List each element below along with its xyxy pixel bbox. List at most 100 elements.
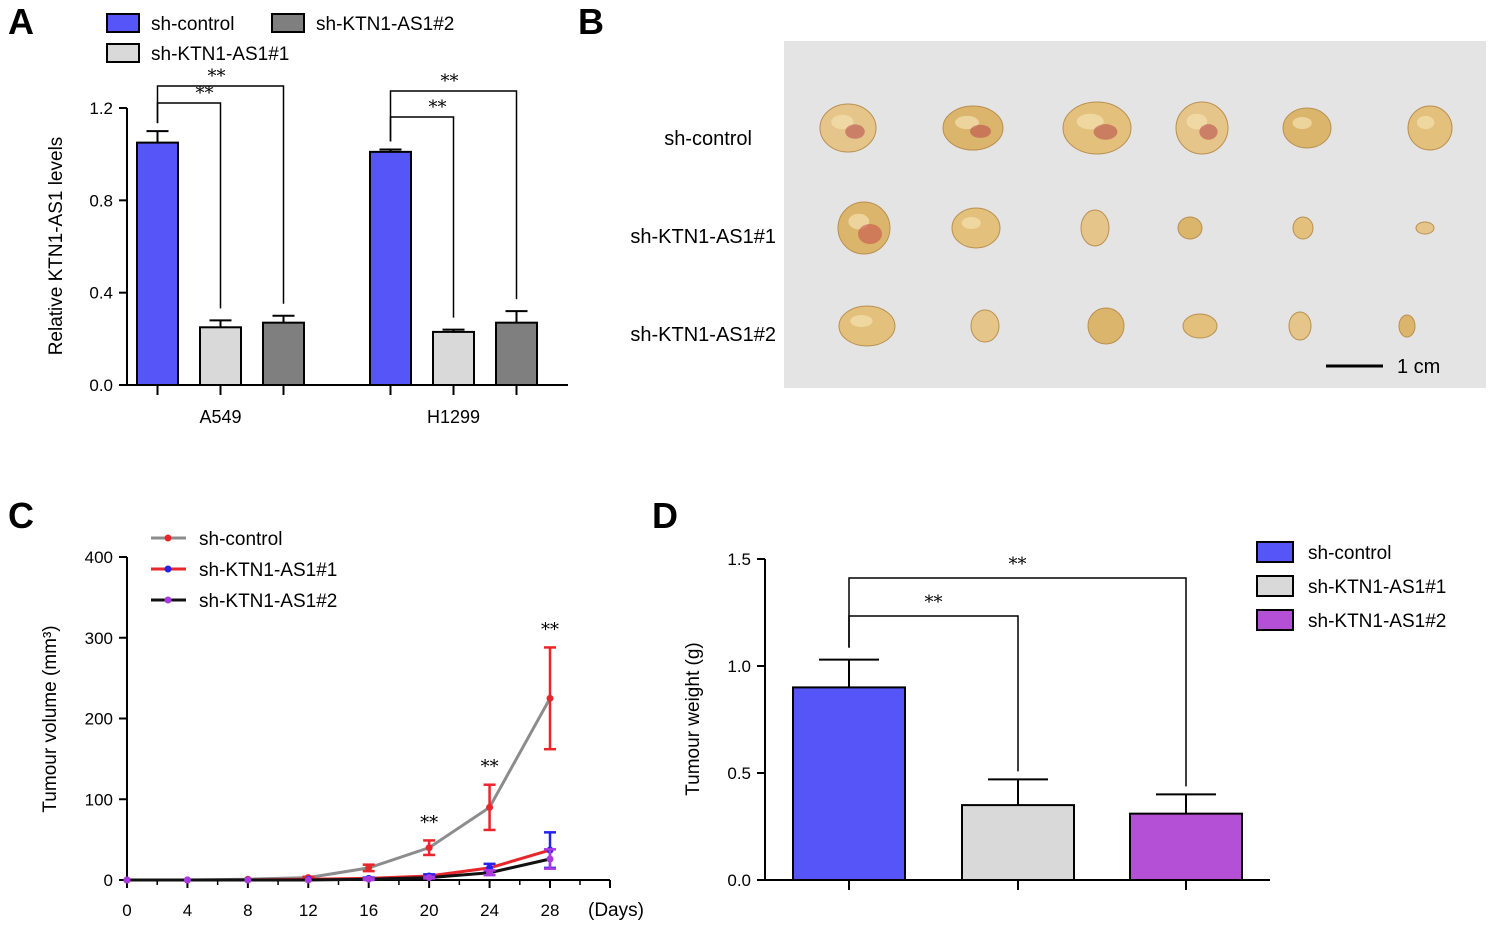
tumour-highlight bbox=[1076, 113, 1104, 130]
panel-c-significance-label: ** bbox=[541, 619, 559, 640]
panel-a-bar-h1299-sh-control bbox=[369, 150, 412, 386]
photo-background bbox=[784, 41, 1486, 388]
panel-d-legend-swatch-sh-ktn1-as1-2 bbox=[1256, 609, 1294, 631]
panel-c-line-chart: sh-control sh-KTN1-AS1#1 sh-KTN1-AS1#2 0 10… bbox=[40, 529, 644, 921]
panel-c-point-sh-ktn1-as1-2 bbox=[304, 876, 312, 884]
panel-a-significance: ******** bbox=[156, 66, 518, 318]
tumour-specimen bbox=[1080, 209, 1110, 247]
panel-a-legend-label-sh-control: sh-control bbox=[151, 14, 234, 35]
scale-bar-label: 1 cm bbox=[1397, 356, 1440, 378]
panel-a-x-label-h1299: H1299 bbox=[427, 407, 480, 427]
panel-a-bar-a549-sh-ktn1-as1-1 bbox=[199, 326, 242, 386]
tumour-blood bbox=[845, 124, 865, 139]
panel-c-significance-label: ** bbox=[420, 812, 438, 833]
panel-d-legend-swatch-sh-ktn1-as1-1 bbox=[1256, 575, 1294, 597]
panel-d-bar-sh-control bbox=[792, 686, 906, 882]
panel-a-bar-h1299-sh-ktn1-as1-2 bbox=[495, 321, 538, 386]
panel-c-x-tick-label: 28 bbox=[541, 901, 560, 920]
panel-c-point-sh-ktn1-as1-2 bbox=[486, 869, 494, 877]
tumour-specimen bbox=[1177, 216, 1203, 240]
panel-c-point-sh-control bbox=[365, 864, 373, 872]
panel-a-y-tick-label: 0.0 bbox=[89, 376, 113, 395]
panel-letter-b: B bbox=[578, 1, 604, 42]
panel-c-legend-label-sh-ktn1-as1-2: sh-KTN1-AS1#2 bbox=[199, 591, 337, 612]
panel-c-x-tick-label: 24 bbox=[480, 901, 499, 920]
panel-a-x-label-a549: A549 bbox=[199, 407, 241, 427]
panel-c-line-sh-ktn1-as1-2 bbox=[127, 857, 551, 882]
panel-c-series bbox=[123, 646, 556, 884]
panel-d-legend-label-sh-ktn1-as1-2: sh-KTN1-AS1#2 bbox=[1308, 611, 1446, 632]
panel-c-point-sh-ktn1-as1-2 bbox=[546, 855, 554, 863]
panel-c-x-tick-label: 16 bbox=[359, 901, 378, 920]
panel-c-legend-marker-sh-control bbox=[164, 534, 172, 542]
panel-d-y-tick-label: 1.5 bbox=[727, 550, 751, 569]
panel-a-legend-swatch-sh-ktn1-as1-1 bbox=[106, 43, 140, 63]
panel-a-y-axis-label: Relative KTN1-AS1 levels bbox=[46, 137, 67, 356]
panel-c-y-axis-label: Tumour volume (mm³) bbox=[40, 625, 61, 812]
panel-d-bar-sh-ktn1-as1-1 bbox=[961, 804, 1075, 881]
panel-d-y-axis-label: Tumour weight (g) bbox=[683, 642, 704, 795]
panel-d-y-tick-label: 0.0 bbox=[727, 871, 751, 890]
tumour-highlight bbox=[1292, 117, 1312, 129]
panel-a-legend-swatch-sh-ktn1-as1-2 bbox=[271, 13, 305, 33]
panel-a-legend-swatch-sh-control bbox=[106, 13, 140, 33]
panel-c-y-tick-label: 400 bbox=[85, 548, 113, 567]
panel-c-legend-marker-sh-ktn1-as1-2 bbox=[164, 596, 172, 604]
panel-a-y-tick-label: 0.4 bbox=[89, 284, 113, 303]
panel-c-y-tick-label: 0 bbox=[104, 871, 113, 890]
tumour-specimen bbox=[1292, 216, 1314, 240]
panel-d-legend-label-sh-ktn1-as1-1: sh-KTN1-AS1#1 bbox=[1308, 577, 1446, 598]
panel-a-significance-label: ** bbox=[429, 97, 447, 118]
panel-d-bar-sh-ktn1-as1-2 bbox=[1129, 812, 1243, 881]
panel-c-y-tick-label: 200 bbox=[85, 710, 113, 729]
tumour-highlight bbox=[1416, 115, 1435, 130]
panel-d-legend-swatch-sh-control bbox=[1256, 541, 1294, 563]
panel-a-significance-bracket bbox=[389, 90, 518, 300]
tumour-specimen bbox=[1415, 221, 1435, 235]
panel-d-significance-label: ** bbox=[1009, 554, 1027, 575]
panel-c-x-tick-label: 8 bbox=[243, 901, 252, 920]
tumour-blood bbox=[1093, 124, 1118, 140]
panel-d-significance: ** ** bbox=[848, 554, 1187, 787]
panel-a-legend-label-sh-ktn1-as1-1: sh-KTN1-AS1#1 bbox=[151, 44, 289, 65]
panel-c-point-sh-ktn1-as1-2 bbox=[365, 875, 373, 883]
row-label-sh-ktn1-as1-2: sh-KTN1-AS1#2 bbox=[630, 324, 776, 346]
panel-d-bar-chart: sh-control sh-KTN1-AS1#1 sh-KTN1-AS1#2 0.0… bbox=[683, 541, 1446, 890]
panel-c-axes: 0 100 200 300 400 0 4 8 12 16 20 24 28 bbox=[85, 548, 611, 920]
panel-c-legend: sh-control sh-KTN1-AS1#1 sh-KTN1-AS1#2 bbox=[151, 529, 337, 612]
row-label-sh-ktn1-as1-1: sh-KTN1-AS1#1 bbox=[630, 226, 776, 248]
panel-a-significance-label: ** bbox=[441, 71, 459, 92]
panel-a-y-tick-label: 0.8 bbox=[89, 191, 113, 210]
panel-d-y-tick-label: 1.0 bbox=[727, 657, 751, 676]
panel-c-legend-marker-sh-ktn1-as1-1 bbox=[164, 565, 172, 573]
row-label-sh-control: sh-control bbox=[664, 128, 752, 150]
panel-c-significance: ** ** ** bbox=[420, 619, 559, 833]
panel-c-significance-label: ** bbox=[481, 757, 499, 778]
panel-c-point-sh-control bbox=[425, 844, 433, 852]
panel-a-legend-label-sh-ktn1-as1-2: sh-KTN1-AS1#2 bbox=[316, 14, 454, 35]
panel-letter-c: C bbox=[8, 495, 34, 536]
panel-a-legend: sh-control sh-KTN1-AS1#1 sh-KTN1-AS1#2 bbox=[106, 13, 454, 65]
tumour-highlight bbox=[831, 114, 854, 130]
panel-a-bar-a549-sh-control bbox=[136, 141, 179, 386]
tumour-blood bbox=[970, 124, 991, 138]
panel-letter-a: A bbox=[8, 1, 34, 42]
panel-d-significance-bracket bbox=[848, 577, 1187, 787]
panel-a-bar-a549-sh-ktn1-as1-2 bbox=[262, 321, 305, 386]
tumour-specimen bbox=[1288, 311, 1312, 341]
tumour-specimen bbox=[1087, 307, 1125, 345]
tumour-blood bbox=[1199, 124, 1218, 140]
tumour-specimens bbox=[819, 101, 1453, 347]
panel-c-y-tick-label: 100 bbox=[85, 790, 113, 809]
panel-c-y-tick-label: 300 bbox=[85, 629, 113, 648]
panel-a-significance-label: ** bbox=[196, 83, 214, 104]
panel-c-point-sh-control bbox=[546, 694, 554, 702]
tumour-specimen bbox=[970, 309, 1000, 343]
panel-c-legend-label-sh-control: sh-control bbox=[199, 529, 282, 550]
panel-c-x-tick-label: 12 bbox=[299, 901, 318, 920]
tumour-specimen bbox=[1182, 313, 1218, 339]
panel-c-point-sh-ktn1-as1-2 bbox=[123, 876, 131, 884]
panel-c-x-tick-label: 0 bbox=[122, 901, 131, 920]
tumour-blood bbox=[858, 224, 882, 244]
